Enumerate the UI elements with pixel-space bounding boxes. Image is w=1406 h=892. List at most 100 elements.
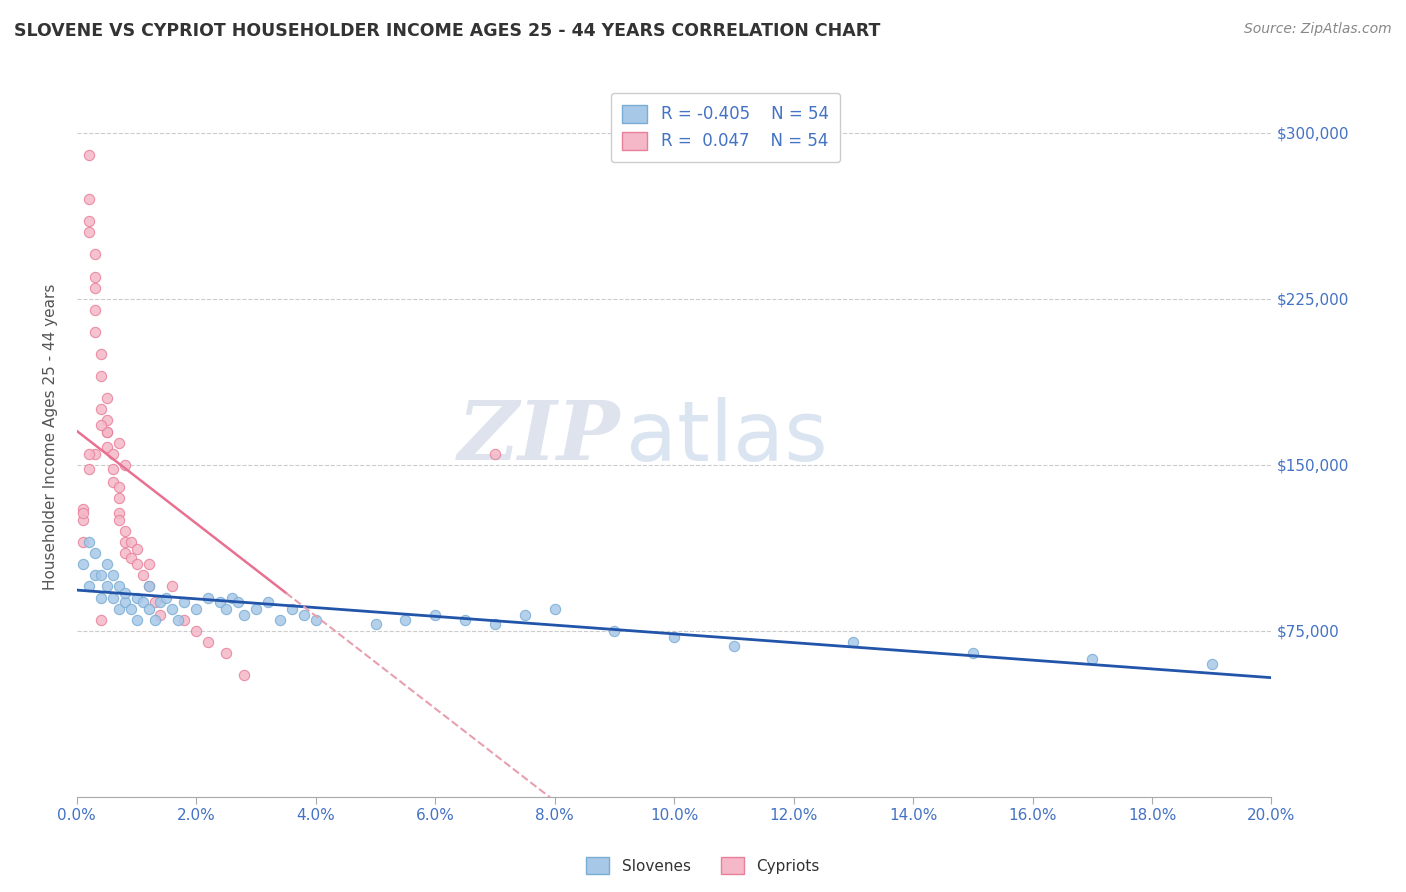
Point: [125, 558, 148, 572]
Point: [233, 668, 256, 682]
Y-axis label: Householder Income Ages 25 - 44 years: Householder Income Ages 25 - 44 years: [44, 284, 58, 591]
Point: [226, 595, 249, 609]
Point: [107, 579, 129, 593]
Point: [96, 425, 118, 439]
Point: [101, 568, 124, 582]
Point: [96, 425, 118, 439]
Point: [77, 535, 100, 549]
Point: [83, 281, 105, 295]
Point: [1201, 657, 1223, 671]
Point: [101, 447, 124, 461]
Point: [281, 601, 304, 615]
Point: [186, 624, 208, 638]
Point: [83, 546, 105, 560]
Point: [83, 302, 105, 317]
Point: [96, 558, 118, 572]
Point: [962, 646, 984, 660]
Point: [83, 269, 105, 284]
Point: [107, 513, 129, 527]
Point: [96, 413, 118, 427]
Point: [149, 608, 172, 623]
Point: [77, 579, 100, 593]
Text: Source: ZipAtlas.com: Source: ZipAtlas.com: [1244, 22, 1392, 37]
Point: [90, 347, 112, 361]
Point: [125, 613, 148, 627]
Point: [72, 535, 94, 549]
Point: [120, 601, 142, 615]
Point: [83, 447, 105, 461]
Point: [173, 613, 195, 627]
Point: [143, 613, 166, 627]
Point: [394, 613, 416, 627]
Point: [77, 148, 100, 162]
Point: [90, 402, 112, 417]
Point: [96, 392, 118, 406]
Point: [544, 601, 567, 615]
Point: [96, 440, 118, 454]
Point: [101, 475, 124, 490]
Point: [114, 524, 136, 538]
Point: [114, 546, 136, 560]
Point: [484, 447, 506, 461]
Point: [149, 595, 172, 609]
Text: SLOVENE VS CYPRIOT HOUSEHOLDER INCOME AGES 25 - 44 YEARS CORRELATION CHART: SLOVENE VS CYPRIOT HOUSEHOLDER INCOME AG…: [14, 22, 880, 40]
Point: [131, 568, 153, 582]
Point: [842, 634, 865, 648]
Point: [125, 591, 148, 605]
Point: [364, 617, 387, 632]
Text: atlas: atlas: [627, 397, 828, 477]
Point: [186, 601, 208, 615]
Point: [72, 558, 94, 572]
Point: [221, 591, 243, 605]
Point: [107, 507, 129, 521]
Point: [83, 325, 105, 339]
Point: [114, 595, 136, 609]
Point: [90, 369, 112, 384]
Point: [125, 541, 148, 556]
Point: [72, 513, 94, 527]
Point: [72, 502, 94, 516]
Point: [197, 591, 219, 605]
Point: [72, 507, 94, 521]
Point: [155, 591, 177, 605]
Point: [83, 568, 105, 582]
Point: [77, 462, 100, 476]
Point: [101, 591, 124, 605]
Point: [114, 586, 136, 600]
Point: [77, 214, 100, 228]
Point: [138, 558, 160, 572]
Point: [107, 435, 129, 450]
Legend: R = -0.405    N = 54, R =  0.047    N = 54: R = -0.405 N = 54, R = 0.047 N = 54: [610, 93, 841, 162]
Point: [90, 591, 112, 605]
Point: [233, 608, 256, 623]
Point: [131, 595, 153, 609]
Point: [107, 491, 129, 505]
Point: [215, 601, 238, 615]
Point: [162, 579, 184, 593]
Point: [513, 608, 536, 623]
Point: [101, 462, 124, 476]
Point: [83, 247, 105, 261]
Point: [723, 639, 745, 653]
Point: [603, 624, 626, 638]
Point: [114, 458, 136, 472]
Point: [120, 550, 142, 565]
Point: [167, 613, 190, 627]
Point: [114, 535, 136, 549]
Point: [107, 480, 129, 494]
Point: [305, 613, 328, 627]
Point: [484, 617, 506, 632]
Point: [215, 646, 238, 660]
Point: [425, 608, 447, 623]
Text: ZIP: ZIP: [458, 397, 620, 477]
Point: [162, 601, 184, 615]
Point: [1081, 652, 1104, 666]
Point: [77, 447, 100, 461]
Point: [269, 613, 291, 627]
Point: [197, 634, 219, 648]
Point: [245, 601, 267, 615]
Point: [96, 579, 118, 593]
Point: [107, 601, 129, 615]
Point: [209, 595, 232, 609]
Point: [454, 613, 477, 627]
